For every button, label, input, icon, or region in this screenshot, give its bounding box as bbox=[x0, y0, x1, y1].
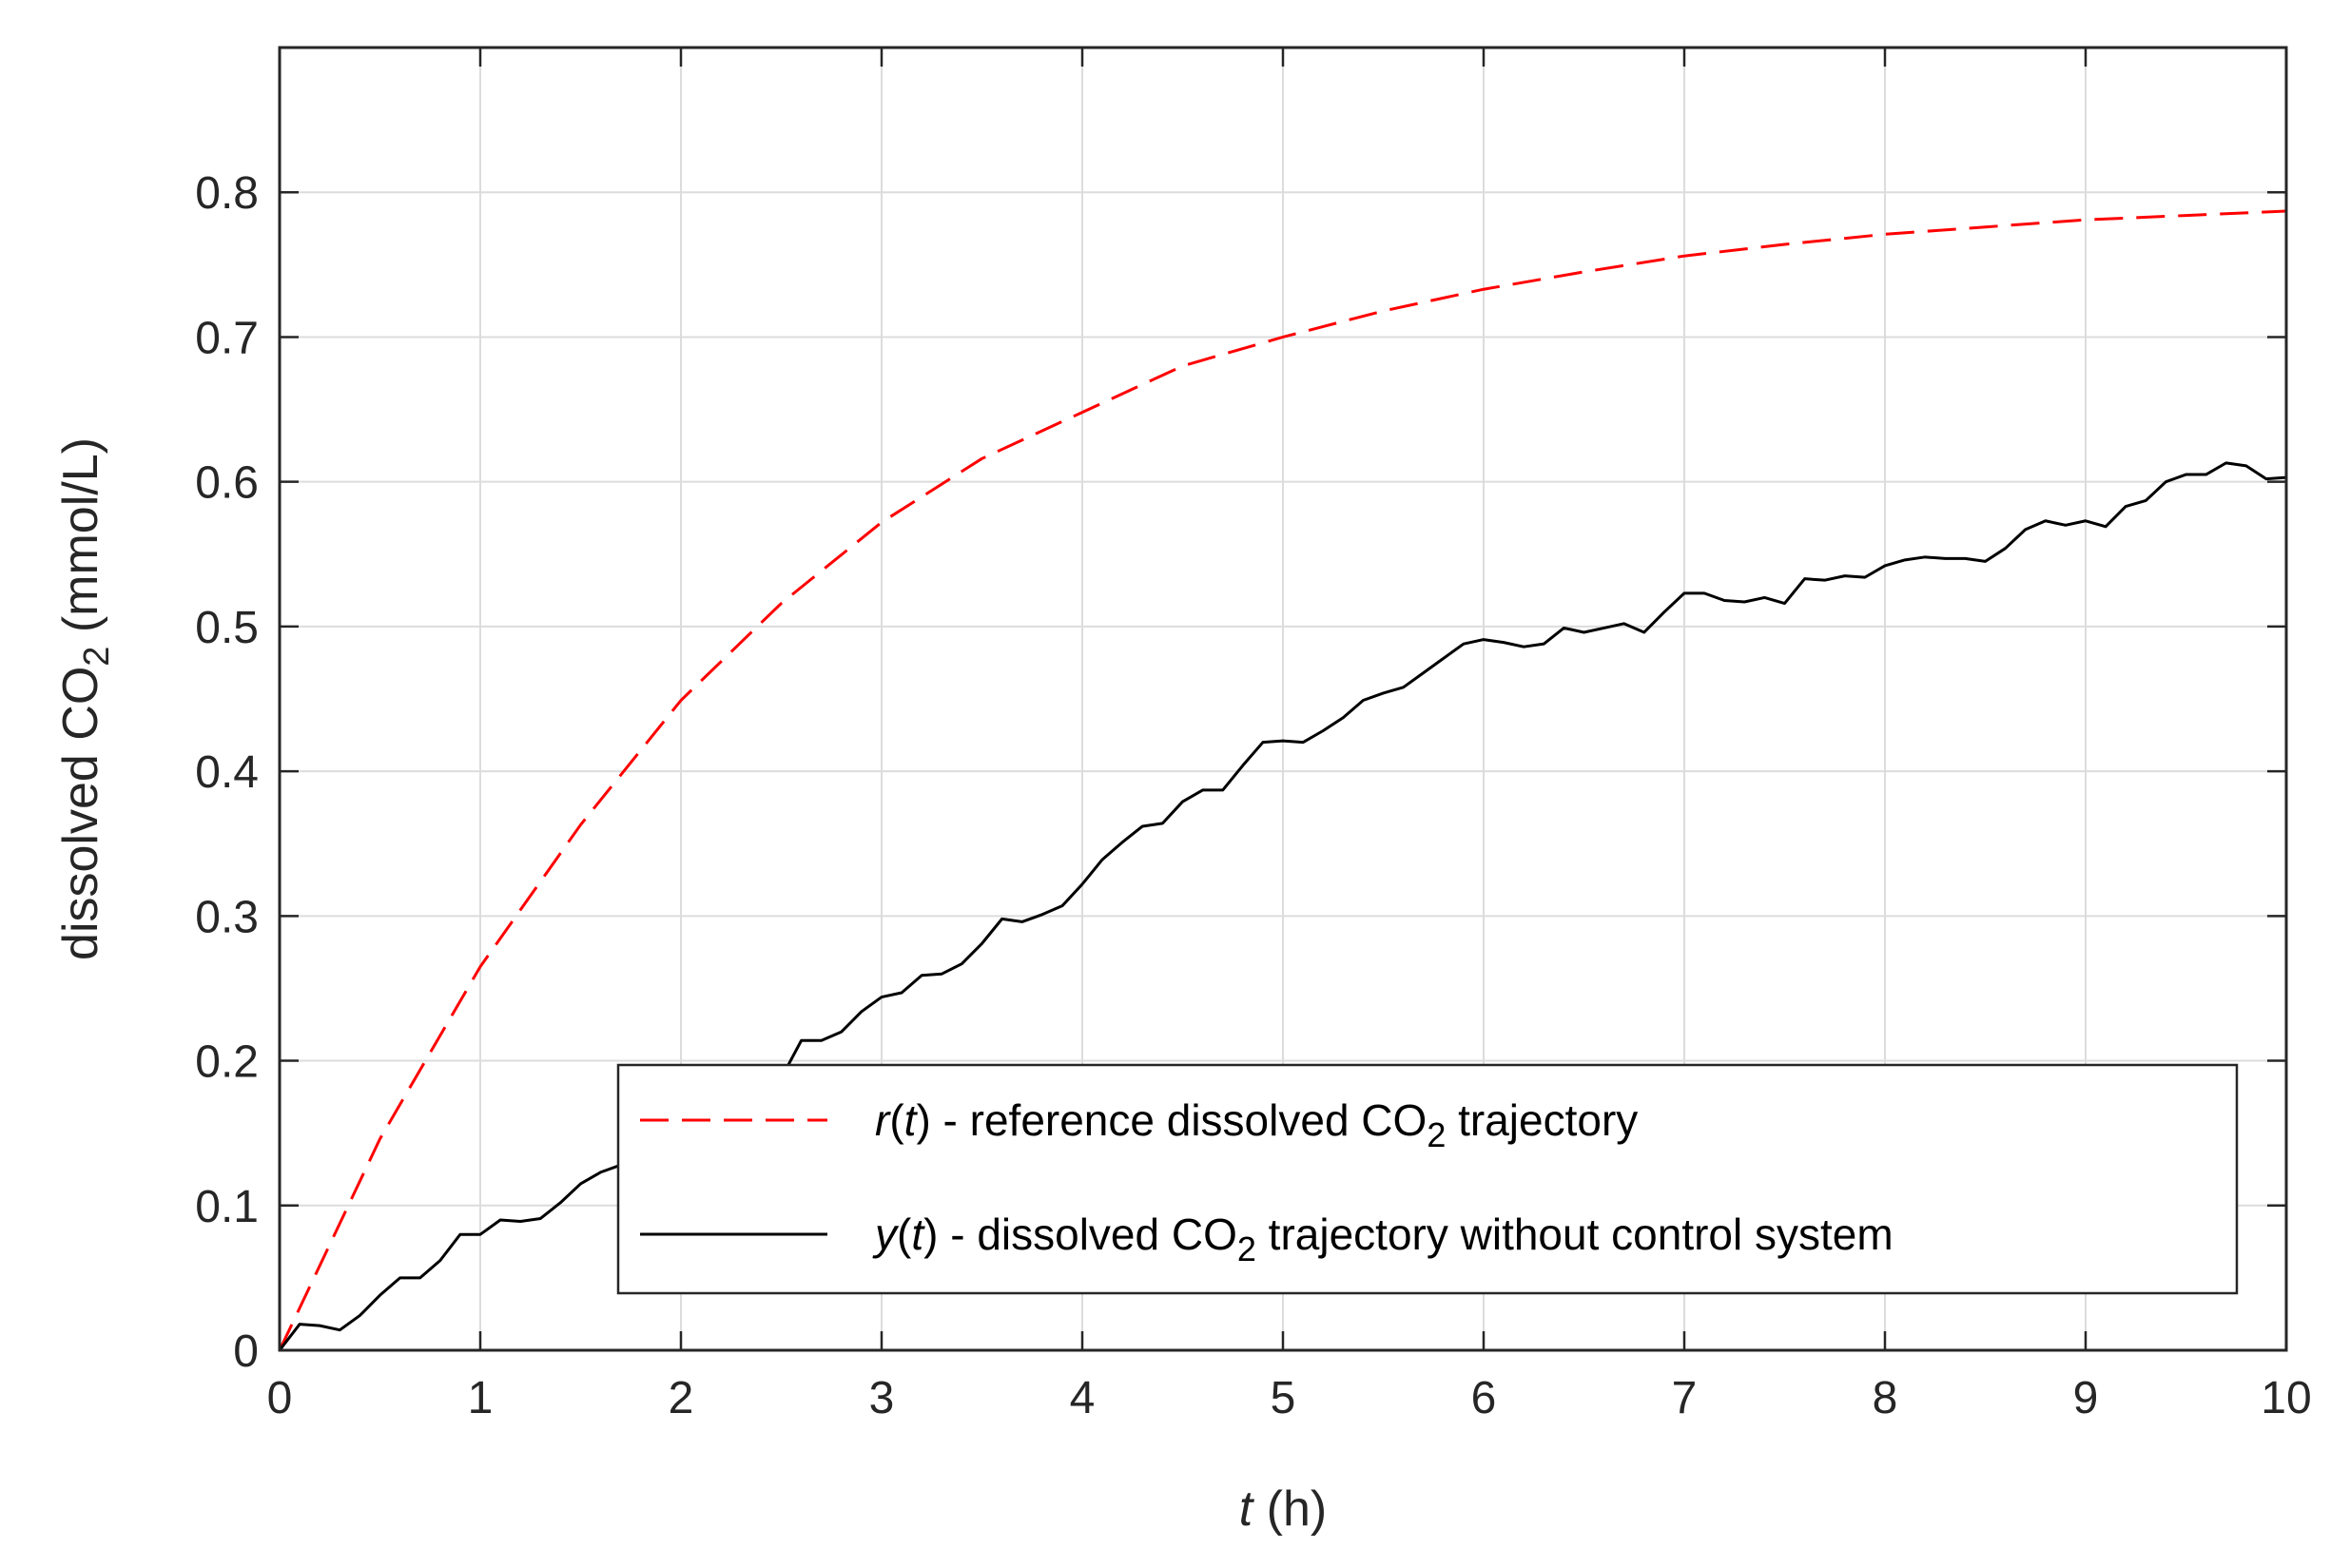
legend-reference-sub: 2 bbox=[1427, 1115, 1446, 1154]
y-tick-label: 0 bbox=[233, 1326, 259, 1377]
y-axis-label-pre: dissolved CO bbox=[53, 667, 108, 960]
x-axis-unit: (h) bbox=[1267, 1481, 1328, 1537]
x-tick-label: 8 bbox=[1873, 1373, 1898, 1423]
y-axis-label-post: (mmol/L) bbox=[53, 437, 108, 647]
x-tick-label: 10 bbox=[2261, 1373, 2311, 1423]
legend-measured-var: y bbox=[872, 1210, 900, 1259]
y-tick-label: 0.4 bbox=[195, 747, 259, 798]
measured-trajectory-line bbox=[278, 461, 2287, 1351]
legend-measured-sub: 2 bbox=[1237, 1229, 1256, 1268]
x-tick-label: 5 bbox=[1271, 1373, 1296, 1423]
x-tick-label: 0 bbox=[267, 1373, 293, 1423]
legend-measured-post: trajectory without control system bbox=[1256, 1210, 1894, 1259]
x-tick-label: 3 bbox=[869, 1373, 895, 1423]
y-axis-label-subscript: 2 bbox=[77, 647, 117, 667]
legend: r(t) - reference dissolved CO2 trajector… bbox=[616, 1063, 2239, 1295]
legend-measured-arg: t bbox=[911, 1210, 925, 1259]
axis-ticks: 0 1 2 3 4 5 6 7 8 9 10 0 0.1 0.2 0.3 0.4 0.5 0.6 0.7 0.8 bbox=[195, 48, 2312, 1423]
y-tick-label: 0.3 bbox=[195, 892, 259, 942]
x-tick-label: 6 bbox=[1471, 1373, 1497, 1423]
legend-label-reference: r(t) - reference dissolved CO2 trajector… bbox=[875, 1095, 1638, 1154]
legend-box bbox=[616, 1063, 2239, 1295]
x-tick-label: 4 bbox=[1070, 1373, 1096, 1423]
x-tick-label: 9 bbox=[2073, 1373, 2099, 1423]
reference-trajectory-line bbox=[278, 209, 2287, 1351]
y-tick-label: 0.5 bbox=[195, 603, 259, 653]
y-axis-label: dissolved CO2 (mmol/L) bbox=[53, 437, 117, 960]
x-tick-label: 1 bbox=[468, 1373, 494, 1423]
y-tick-label: 0.6 bbox=[195, 458, 259, 509]
legend-reference-pre: - reference dissolved CO bbox=[931, 1095, 1427, 1145]
x-axis-variable: t bbox=[1239, 1481, 1255, 1537]
y-tick-label: 0.2 bbox=[195, 1037, 259, 1088]
legend-reference-post: trajectory bbox=[1446, 1095, 1638, 1145]
y-tick-label: 0.8 bbox=[195, 168, 259, 219]
y-tick-label: 0.1 bbox=[195, 1182, 259, 1232]
x-axis-label: t (h) bbox=[1239, 1481, 1327, 1537]
x-tick-label: 7 bbox=[1672, 1373, 1698, 1423]
y-tick-label: 0.7 bbox=[195, 313, 259, 363]
legend-reference-arg: t bbox=[904, 1095, 919, 1145]
series-layer bbox=[278, 209, 2287, 1351]
x-tick-label: 2 bbox=[669, 1373, 694, 1423]
legend-reference-var: r bbox=[875, 1095, 891, 1145]
legend-measured-pre: - dissolved CO bbox=[938, 1210, 1236, 1259]
legend-label-measured: y(t) - dissolved CO2 trajectory without … bbox=[872, 1210, 1894, 1268]
